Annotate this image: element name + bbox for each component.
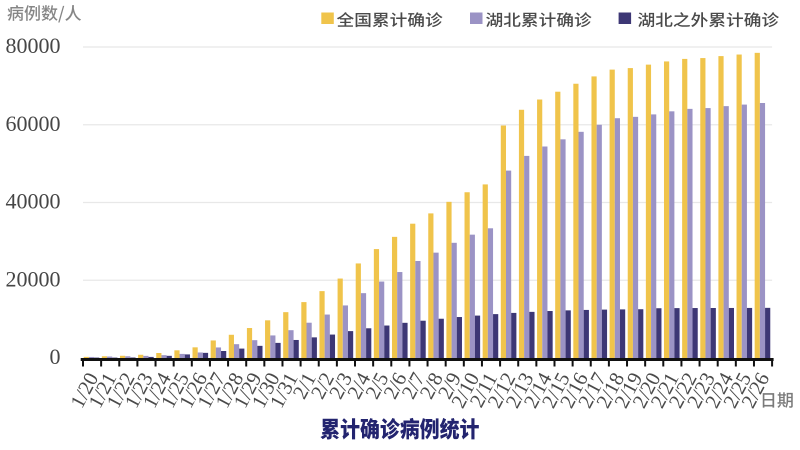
svg-text:20000: 20000	[6, 266, 61, 291]
svg-text:40000: 40000	[6, 189, 61, 214]
svg-text:60000: 60000	[6, 111, 61, 136]
svg-text:80000: 80000	[6, 33, 61, 58]
svg-text:0: 0	[50, 344, 61, 369]
